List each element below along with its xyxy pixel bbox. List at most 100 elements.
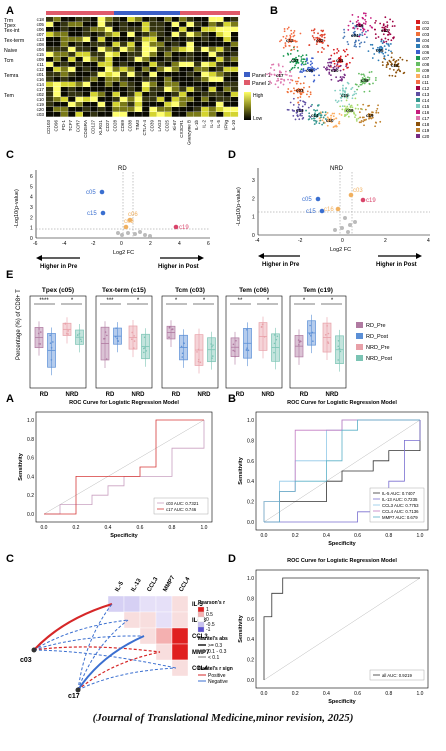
roc-ytick: 0.8 xyxy=(247,596,254,602)
volcano-d-title: NRD xyxy=(330,166,344,172)
umap-point xyxy=(277,64,280,67)
umap-point xyxy=(290,90,293,93)
boxplot-frame xyxy=(95,295,153,389)
volcano-c-title: RD xyxy=(118,166,127,172)
heatmap-cell xyxy=(53,97,61,102)
umap-point xyxy=(367,29,369,32)
umap-point xyxy=(377,59,380,62)
umap-point xyxy=(337,50,340,52)
heatmap-cell xyxy=(112,32,120,37)
heatmap-cell xyxy=(97,62,105,67)
heatmap-cell xyxy=(127,72,135,77)
roc-ytick: 0.6 xyxy=(27,456,34,462)
heatmap-row-label: c10 xyxy=(37,97,45,102)
heatmap-cell xyxy=(120,77,128,82)
umap-point xyxy=(370,70,373,73)
umap-point xyxy=(364,23,367,25)
roc-xtick: 0.8 xyxy=(169,525,176,531)
heatmap-cell xyxy=(186,52,194,57)
legend-panel1: Panel 1 xyxy=(252,73,271,79)
umap-point xyxy=(321,123,324,126)
umap-point xyxy=(388,74,391,77)
umap-point xyxy=(306,93,308,96)
heatmap-cell xyxy=(46,57,54,62)
heatmap-cell xyxy=(120,72,128,77)
umap-point xyxy=(291,39,294,41)
heatmap-cell xyxy=(60,57,68,62)
heatmap-cell xyxy=(216,107,224,112)
umap-point xyxy=(308,115,311,117)
umap-point xyxy=(289,81,291,84)
umap-point xyxy=(389,18,392,21)
heatmap-cell xyxy=(149,72,157,77)
heatmap-cell xyxy=(75,112,83,117)
umap-point xyxy=(303,58,306,61)
heatmap-cell xyxy=(60,22,68,27)
umap-point xyxy=(313,119,315,122)
heatmap-cell xyxy=(208,77,216,82)
umap-point xyxy=(364,79,367,82)
volcano-ytick: 3 xyxy=(30,205,33,211)
heatmap-cell xyxy=(46,17,54,22)
heatmap-cell xyxy=(164,57,172,62)
roc-legend-label: CCL3 AUC: 0.7753 xyxy=(382,503,419,508)
heatmap-cell xyxy=(68,22,76,27)
boxplot-legend-swatch xyxy=(356,333,363,339)
heatmap-cell xyxy=(186,97,194,102)
heatmap-col-label: PD-1 xyxy=(61,120,66,131)
heatmap-cell xyxy=(134,22,142,27)
umap-point xyxy=(363,41,366,44)
heatmap-cell xyxy=(120,97,128,102)
umap-point xyxy=(338,120,341,123)
umap-legend-swatch xyxy=(416,104,420,108)
mantel-link xyxy=(77,667,177,691)
heatmap-cell xyxy=(127,102,135,107)
corr-scale-label: 1 xyxy=(206,607,209,613)
boxplot-xgroup: NRD xyxy=(262,392,276,398)
umap-point xyxy=(363,82,366,85)
heatmap-cell xyxy=(46,22,54,27)
heatmap-cell xyxy=(223,52,231,57)
roc-legend-label: IL-13 AUC: 0.7235 xyxy=(382,497,418,502)
heatmap-cell xyxy=(208,87,216,92)
heatmap-cell xyxy=(231,47,239,52)
heatmap-cell xyxy=(201,67,209,72)
heatmap-cell xyxy=(194,92,202,97)
corr-cell xyxy=(171,595,189,613)
umap-point xyxy=(355,92,358,95)
heatmap-cell xyxy=(157,37,165,42)
umap-point xyxy=(321,46,324,49)
umap-point xyxy=(391,25,394,28)
heatmap-cell xyxy=(83,47,91,52)
volcano-xtick: 0 xyxy=(341,238,344,244)
heatmap-cell xyxy=(231,22,239,27)
heatmap-cell xyxy=(120,82,128,87)
volcano-d-right-arrow: Higher in Post xyxy=(376,262,417,268)
heatmap-cell xyxy=(90,112,98,117)
umap-point xyxy=(348,103,351,106)
umap-point xyxy=(280,81,282,83)
umap-point xyxy=(397,59,400,61)
mantel-abs-label: < 0.1 xyxy=(208,655,219,661)
roc-title: ROC Curve for Logistic Regression Model xyxy=(287,400,397,406)
heatmap-cell xyxy=(223,22,231,27)
volcano-point xyxy=(133,232,137,236)
corr-gene-side: MMP7 xyxy=(192,650,210,656)
umap-point xyxy=(319,119,322,122)
heatmap-cell xyxy=(105,52,113,57)
umap-point xyxy=(351,57,354,60)
heatmap-cell xyxy=(142,112,150,117)
heatmap-cell xyxy=(127,77,135,82)
volcano-point xyxy=(348,223,352,227)
heatmap-col-label: IL-4 xyxy=(209,120,214,128)
roc-xtick: 0.2 xyxy=(73,525,80,531)
heatmap-col-label: KLRG1 xyxy=(98,120,103,135)
heatmap-cell xyxy=(216,22,224,27)
heatmap-cell xyxy=(201,47,209,52)
umap-point xyxy=(284,73,287,76)
heatmap-cell xyxy=(208,72,216,77)
umap-point xyxy=(387,33,390,36)
corr-gene-top: IL-13 xyxy=(131,577,144,593)
boxplot-sig: **** xyxy=(39,298,49,304)
umap-point xyxy=(304,60,307,63)
